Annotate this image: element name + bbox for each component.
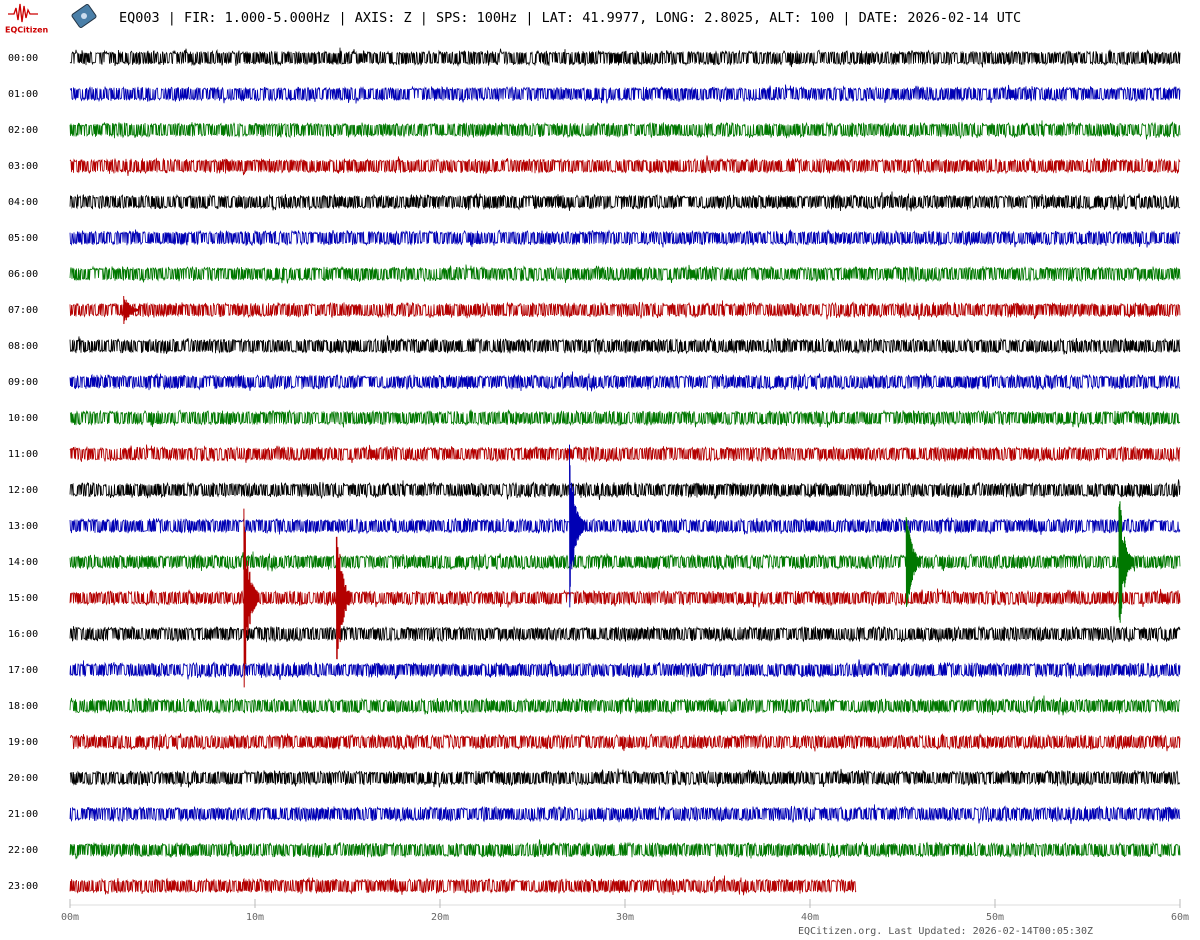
trace xyxy=(69,551,1181,572)
header-title: EQ003 | FIR: 1.000-5.000Hz | AXIS: Z | S… xyxy=(119,10,1021,26)
trace xyxy=(69,120,1181,140)
row-label: 11:00 xyxy=(8,449,38,460)
row-label: 10:00 xyxy=(8,413,38,424)
trace xyxy=(69,875,857,896)
row-label: 02:00 xyxy=(8,125,38,136)
trace xyxy=(69,84,1181,104)
row-label: 20:00 xyxy=(8,773,38,784)
logo-text: EQCitizen xyxy=(5,26,49,35)
row-label: 09:00 xyxy=(8,377,38,388)
sensor-icon xyxy=(71,3,97,29)
row-label: 15:00 xyxy=(8,593,38,604)
trace xyxy=(69,625,1181,644)
trace xyxy=(69,839,1181,860)
trace xyxy=(69,588,1181,608)
x-tick-label: 50m xyxy=(986,912,1004,923)
trace xyxy=(69,517,1181,535)
trace xyxy=(69,409,1181,428)
x-tick-label: 40m xyxy=(801,912,819,923)
event xyxy=(569,444,585,608)
row-label: 08:00 xyxy=(8,341,38,352)
trace xyxy=(69,371,1181,392)
event xyxy=(335,536,352,660)
trace xyxy=(69,659,1181,680)
row-label: 12:00 xyxy=(8,485,38,496)
row-label: 06:00 xyxy=(8,269,38,280)
trace xyxy=(69,695,1181,716)
row-label: 14:00 xyxy=(8,557,38,568)
event xyxy=(243,508,260,688)
row-label: 13:00 xyxy=(8,521,38,532)
trace xyxy=(69,47,1181,68)
row-label: 23:00 xyxy=(8,881,38,892)
row-label: 04:00 xyxy=(8,197,38,208)
row-label: 07:00 xyxy=(8,305,38,316)
trace xyxy=(69,155,1181,176)
event xyxy=(1118,501,1135,623)
logo: EQCitizen xyxy=(5,3,49,35)
trace xyxy=(69,444,1181,463)
x-tick-label: 20m xyxy=(431,912,449,923)
trace xyxy=(69,264,1181,284)
row-label: 18:00 xyxy=(8,701,38,712)
row-label: 01:00 xyxy=(8,89,38,100)
x-tick-label: 30m xyxy=(616,912,634,923)
row-label: 16:00 xyxy=(8,629,38,640)
event xyxy=(905,517,922,607)
x-tick-label: 60m xyxy=(1171,912,1189,923)
x-tick-label: 00m xyxy=(61,912,79,923)
footer: EQCitizen.org. Last Updated: 2026-02-14T… xyxy=(798,926,1093,937)
trace xyxy=(69,479,1181,500)
event xyxy=(123,295,139,325)
trace xyxy=(69,191,1181,212)
x-tick-label: 10m xyxy=(246,912,264,923)
trace xyxy=(69,229,1181,248)
row-label: 00:00 xyxy=(8,53,38,64)
trace xyxy=(69,768,1181,788)
logo-wave xyxy=(8,3,38,23)
trace xyxy=(69,335,1181,355)
trace xyxy=(69,804,1181,824)
row-label: 03:00 xyxy=(8,161,38,172)
trace xyxy=(69,733,1181,752)
row-label: 22:00 xyxy=(8,845,38,856)
row-label: 05:00 xyxy=(8,233,38,244)
row-label: 19:00 xyxy=(8,737,38,748)
row-label: 17:00 xyxy=(8,665,38,676)
row-label: 21:00 xyxy=(8,809,38,820)
trace xyxy=(69,300,1181,320)
